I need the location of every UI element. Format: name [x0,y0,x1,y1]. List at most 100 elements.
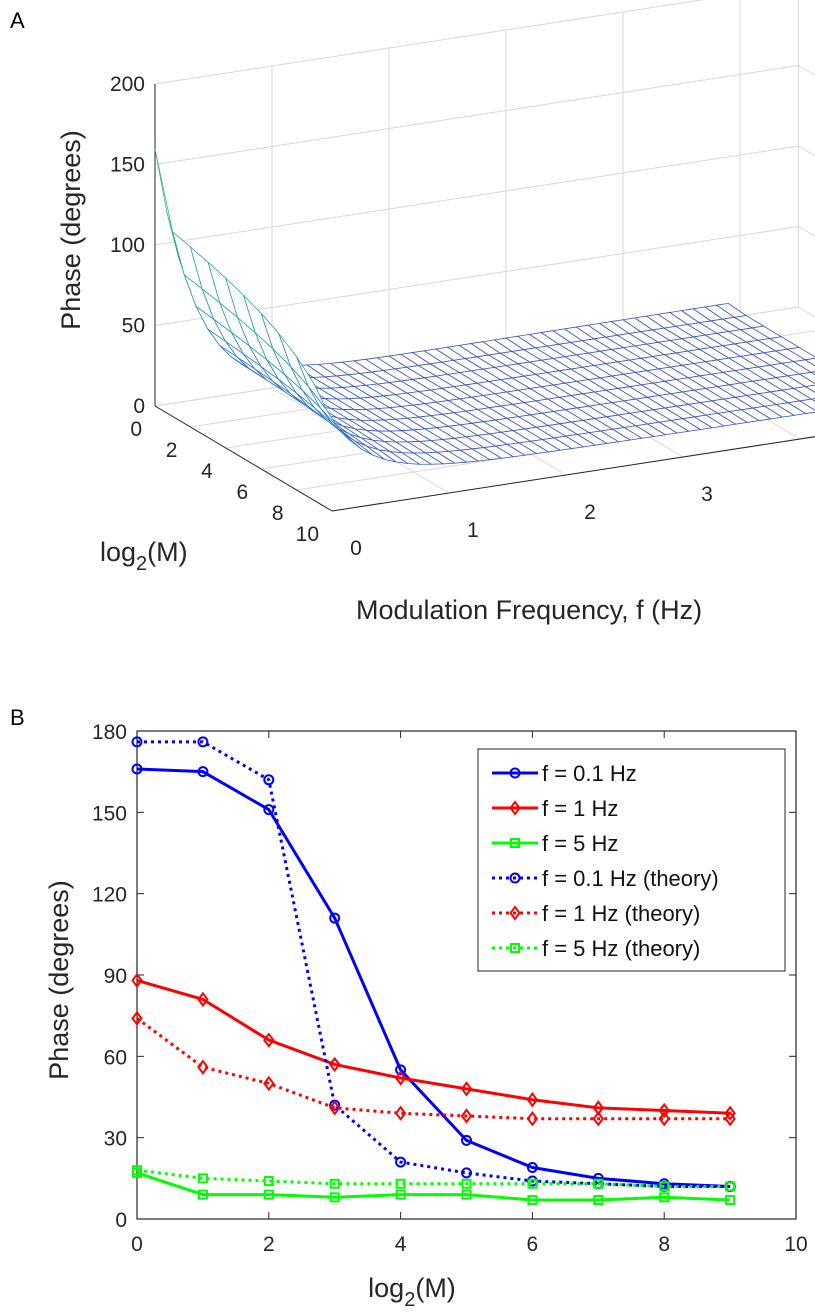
x-tick-label: 2 [584,501,596,524]
legend-label: f = 0.1 Hz [542,761,637,786]
data-point [527,1178,538,1189]
z-axis-label: Phase (degrees) [56,130,86,330]
data-point [263,774,275,786]
line-plot: 0 2 4 6 8 10 0 30 60 90 120 150 180 f = 0.1 Hz f = 1… [44,721,808,1311]
data-point [659,1181,670,1192]
y-tick-label: 150 [92,802,127,825]
legend-entry: f = 5 Hz (theory) [492,936,700,961]
legend-swatch-marker [510,943,520,953]
data-point [329,1192,340,1203]
data-point [263,1176,274,1187]
z-tick-labels: 0 50 100 150 200 [110,73,145,418]
data-point [197,766,209,778]
x-tick-label: 0 [350,537,362,560]
data-point [725,1195,736,1206]
side-wall-gridline [154,145,799,246]
data-point [658,1111,670,1127]
data-point [526,1161,538,1173]
side-wall-gridline [154,226,799,326]
series-5 [131,1010,736,1127]
legend-entry: f = 0.1 Hz [492,761,637,786]
y-tick-label: 0 [130,418,142,441]
legend-label: f = 1 Hz [542,796,618,821]
data-point [197,736,209,748]
x-tick-labels: 0 2 4 6 8 10 [131,1233,808,1256]
y-tick-label: 30 [104,1128,127,1151]
back-wall-gridline [799,0,815,90]
x-axis-label-tail: (M) [415,1273,455,1303]
series-2 [131,972,736,1121]
data-point [328,1056,341,1073]
y-axis-label-tail: (M) [147,537,187,567]
data-point [131,972,143,989]
y-tick-labels: 0 30 60 90 120 150 180 [92,721,127,1232]
series-group [131,736,736,1206]
legend-swatch-marker [509,905,521,921]
z-tick-label: 50 [122,315,145,338]
data-point [461,1178,472,1189]
z-tick-label: 150 [110,154,145,177]
data-point [526,1111,539,1127]
x-axis-line [331,436,815,512]
panel-a-label: A [10,8,25,33]
data-point [263,804,275,816]
side-wall-gridline [154,0,705,85]
data-point [725,1181,736,1192]
data-point [197,1059,209,1075]
y-axis-label: Phase (degrees) [44,880,74,1080]
x-tick-label: 8 [658,1233,670,1256]
legend-swatch-marker [510,838,520,848]
data-point [461,1189,472,1200]
data-point [394,1070,407,1086]
data-point [724,1111,736,1127]
legend-box [477,748,786,972]
series-6 [132,1165,736,1192]
surface-mesh [154,149,815,465]
y-axis-label: log2(M) [100,537,188,575]
y-tick-label: 10 [296,523,319,546]
x-tick-label: 3 [701,483,713,506]
legend-entry: f = 1 Hz [492,796,618,821]
x-axis-label: Modulation Frequency, f (Hz) [356,595,702,625]
legend-label: f = 1 Hz (theory) [542,901,700,926]
data-point [592,1111,605,1127]
data-point [197,991,209,1008]
x-tick-label: 1 [467,519,479,542]
data-point [328,1100,341,1116]
data-point [395,1156,407,1168]
legend-label: f = 5 Hz (theory) [542,936,700,961]
data-point [395,1064,407,1076]
x-tick-label: 6 [527,1233,539,1256]
y-axis-line [154,405,333,512]
y-axis-label-sub: 2 [136,553,147,575]
series-line [136,1171,731,1202]
legend-entry: f = 0.1 Hz (theory) [492,866,719,891]
x-axis-label: log2(M) [368,1273,456,1311]
data-point [132,1165,142,1176]
legend-swatch-marker [509,767,521,779]
data-point [131,736,143,748]
y-tick-label: 90 [104,965,127,988]
data-point [263,1032,275,1048]
data-point [460,1081,473,1097]
data-point [197,1173,208,1184]
y-tick-label: 60 [104,1046,127,1069]
panel-b-label: B [10,705,25,730]
data-point [329,1178,340,1189]
data-point [395,1189,406,1200]
data-point [593,1178,604,1189]
data-point [592,1172,604,1184]
x-tick-labels: 012345 [350,483,713,560]
legend: f = 0.1 Hz f = 1 Hz f = 5 Hz f = 0.1 Hz (th… [477,748,786,972]
surface-cell [296,356,327,410]
data-point [131,763,143,775]
z-tick-label: 200 [110,73,145,96]
legend-label: f = 5 Hz [542,831,618,856]
data-point [197,1189,208,1200]
data-point [527,1195,538,1206]
z-tick-label: 0 [133,395,145,418]
x-axis-label-main: log [368,1273,404,1303]
y-tick-label: 4 [201,460,213,483]
data-point [394,1105,407,1121]
series-line [136,978,731,1115]
